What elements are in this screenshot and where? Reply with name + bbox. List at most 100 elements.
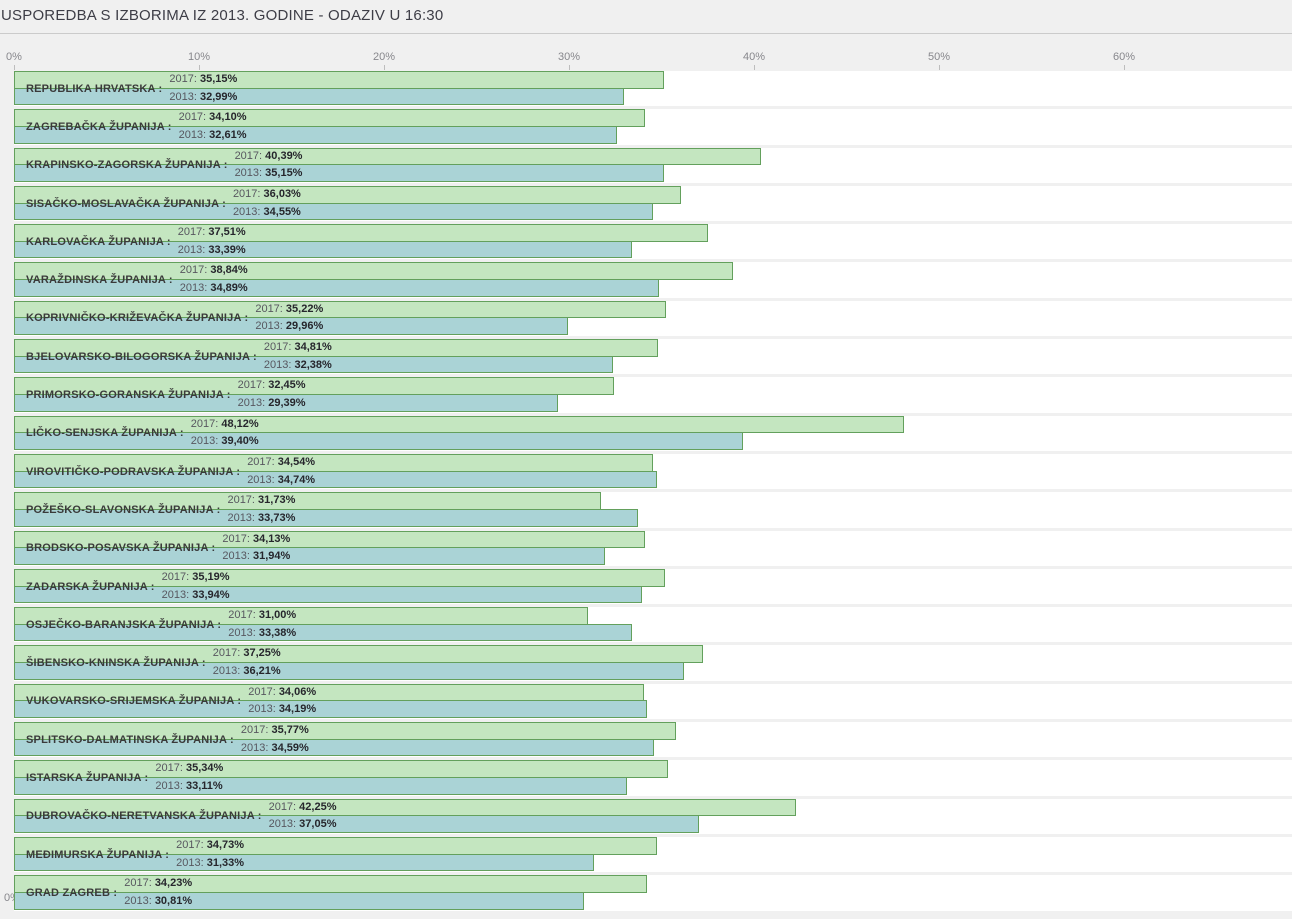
axis-tick-label: 40% [742, 51, 766, 63]
bar-2013[interactable] [14, 164, 665, 182]
county-row: PRIMORSKO-GORANSKA ŽUPANIJA : 2017: 32,4… [14, 377, 1292, 413]
axis-tick-mark [1124, 65, 1125, 70]
bar-2013[interactable] [14, 240, 632, 259]
bar-2013[interactable] [14, 279, 660, 297]
value-labels: 2017: 31,73% 2013: 33,73% [227, 492, 295, 527]
county-row: ŠIBENSKO-KNINSKA ŽUPANIJA : 2017: 37,25%… [14, 645, 1292, 681]
bar-2013[interactable] [14, 470, 657, 489]
row-labels: REPUBLIKA HRVATSKA : 2017: 35,15% 2013: … [14, 71, 1292, 106]
value-2017: 2017: 34,54% [247, 455, 316, 468]
value-2013: 2013: 32,61% [178, 128, 247, 141]
bar-2013[interactable] [14, 125, 618, 144]
county-label: ZAGREBAČKA ŽUPANIJA : [26, 120, 172, 133]
value-2013: 2013: 39,40% [190, 435, 259, 448]
county-row: ISTARSKA ŽUPANIJA : 2017: 35,34% 2013: 3… [14, 760, 1292, 796]
value-2013: 2013: 32,38% [263, 358, 332, 371]
title-divider [0, 33, 1292, 34]
value-labels: 2017: 35,77% 2013: 34,59% [241, 722, 309, 757]
county-row: VARAŽDINSKA ŽUPANIJA : 2017: 38,84% 2013… [14, 262, 1292, 298]
row-labels: ZAGREBAČKA ŽUPANIJA : 2017: 34,10% 2013:… [14, 109, 1292, 144]
bar-2013[interactable] [14, 815, 700, 833]
axis-tick-mark [939, 65, 940, 70]
bar-2013[interactable] [14, 202, 654, 221]
county-label: POŽEŠKO-SLAVONSKA ŽUPANIJA : [26, 503, 221, 516]
county-row: VUKOVARSKO-SRIJEMSKA ŽUPANIJA : 2017: 34… [14, 683, 1292, 720]
row-labels: MEĐIMURSKA ŽUPANIJA : 2017: 34,73% 2013:… [14, 837, 1292, 872]
value-2013: 2013: 33,11% [155, 779, 223, 792]
axis-tick-label: 10% [187, 51, 211, 63]
county-row: KOPRIVNIČKO-KRIŽEVAČKA ŽUPANIJA : 2017: … [14, 300, 1292, 337]
county-row: ZAGREBAČKA ŽUPANIJA : 2017: 34,10% 2013:… [14, 109, 1292, 145]
county-label: OSJEČKO-BARANJSKA ŽUPANIJA : [26, 618, 222, 631]
county-label: SISAČKO-MOSLAVAČKA ŽUPANIJA : [26, 197, 226, 210]
bar-2013[interactable] [14, 394, 558, 412]
axis-tick-mark [14, 65, 15, 70]
bar-2013[interactable] [14, 853, 594, 872]
value-labels: 2017: 35,15% 2013: 32,99% [169, 71, 237, 106]
value-2013: 2013: 34,59% [240, 741, 309, 754]
row-labels: KRAPINSKO-ZAGORSKA ŽUPANIJA : 2017: 40,3… [14, 148, 1292, 183]
axis-tick-mark [569, 65, 570, 70]
bar-2013[interactable] [14, 432, 743, 450]
bar-2013[interactable] [14, 547, 605, 565]
value-labels: 2017: 35,19% 2013: 33,94% [162, 569, 230, 604]
value-2013: 2013: 34,55% [232, 205, 301, 218]
value-2017: 2017: 31,00% [228, 609, 297, 622]
value-2017: 2017: 34,06% [248, 685, 317, 698]
row-labels: SISAČKO-MOSLAVAČKA ŽUPANIJA : 2017: 36,0… [14, 186, 1292, 221]
bar-2013[interactable] [14, 662, 684, 680]
bar-2013[interactable] [14, 891, 584, 910]
value-2013: 2013: 34,89% [179, 282, 248, 295]
axis-tick-label: 60% [1112, 51, 1136, 63]
value-2017: 2017: 48,12% [190, 417, 259, 430]
bar-2013[interactable] [14, 87, 625, 106]
county-row: VIROVITIČKO-PODRAVSKA ŽUPANIJA : 2017: 3… [14, 453, 1292, 490]
county-label: ZADARSKA ŽUPANIJA : [26, 580, 155, 593]
value-2017: 2017: 35,22% [255, 302, 324, 315]
row-labels: OSJEČKO-BARANJSKA ŽUPANIJA : 2017: 31,00… [14, 607, 1292, 642]
bar-2013[interactable] [14, 317, 569, 336]
county-row: SPLITSKO-DALMATINSKA ŽUPANIJA : 2017: 35… [14, 722, 1292, 758]
county-label: ISTARSKA ŽUPANIJA : [26, 771, 149, 784]
bar-2013[interactable] [14, 700, 647, 719]
row-labels: POŽEŠKO-SLAVONSKA ŽUPANIJA : 2017: 31,73… [14, 492, 1292, 527]
value-2017: 2017: 34,73% [176, 838, 245, 851]
axis-tick-label: 20% [372, 51, 396, 63]
county-label: BJELOVARSKO-BILOGORSKA ŽUPANIJA : [26, 350, 257, 363]
row-labels: GRAD ZAGREB : 2017: 34,23% 2013: 30,81% [14, 875, 1292, 910]
axis-tick-label: 0% [6, 51, 22, 63]
county-row: DUBROVAČKO-NERETVANSKA ŽUPANIJA : 2017: … [14, 798, 1292, 834]
bar-2013[interactable] [14, 508, 638, 527]
row-labels: DUBROVAČKO-NERETVANSKA ŽUPANIJA : 2017: … [14, 799, 1292, 834]
county-row: LIČKO-SENJSKA ŽUPANIJA : 2017: 48,12% 20… [14, 415, 1292, 451]
row-labels: KOPRIVNIČKO-KRIŽEVAČKA ŽUPANIJA : 2017: … [14, 301, 1292, 336]
value-labels: 2017: 40,39% 2013: 35,15% [235, 148, 303, 183]
value-2017: 2017: 35,15% [169, 73, 238, 85]
value-labels: 2017: 37,25% 2013: 36,21% [213, 645, 281, 680]
value-2013: 2013: 33,73% [227, 511, 296, 524]
value-2017: 2017: 36,03% [232, 187, 301, 200]
value-2013: 2013: 36,21% [212, 665, 281, 678]
value-2017: 2017: 40,39% [234, 149, 303, 162]
row-labels: ZADARSKA ŽUPANIJA : 2017: 35,19% 2013: 3… [14, 569, 1292, 604]
axis-tick-label: 50% [927, 51, 951, 63]
county-row: KRAPINSKO-ZAGORSKA ŽUPANIJA : 2017: 40,3… [14, 147, 1292, 183]
county-row: GRAD ZAGREB : 2017: 34,23% 2013: 30,81% [14, 875, 1292, 911]
value-labels: 2017: 35,34% 2013: 33,11% [155, 760, 223, 795]
bar-2013[interactable] [14, 355, 614, 374]
county-label: KRAPINSKO-ZAGORSKA ŽUPANIJA : [26, 159, 228, 172]
value-2013: 2013: 31,94% [222, 550, 291, 563]
bar-2013[interactable] [14, 776, 627, 795]
row-labels: LIČKO-SENJSKA ŽUPANIJA : 2017: 48,12% 20… [14, 416, 1292, 451]
county-row: KARLOVAČKA ŽUPANIJA : 2017: 37,51% 2013:… [14, 224, 1292, 260]
bar-2013[interactable] [14, 738, 654, 757]
value-2013: 2013: 37,05% [268, 818, 337, 831]
bar-2013[interactable] [14, 585, 642, 604]
value-2013: 2013: 29,39% [237, 397, 306, 410]
value-2013: 2013: 30,81% [124, 894, 193, 907]
row-labels: PRIMORSKO-GORANSKA ŽUPANIJA : 2017: 32,4… [14, 377, 1292, 412]
value-2013: 2013: 33,38% [228, 626, 297, 639]
county-label: VUKOVARSKO-SRIJEMSKA ŽUPANIJA : [26, 695, 242, 708]
value-labels: 2017: 42,25% 2013: 37,05% [269, 799, 337, 834]
bar-2013[interactable] [14, 623, 632, 642]
